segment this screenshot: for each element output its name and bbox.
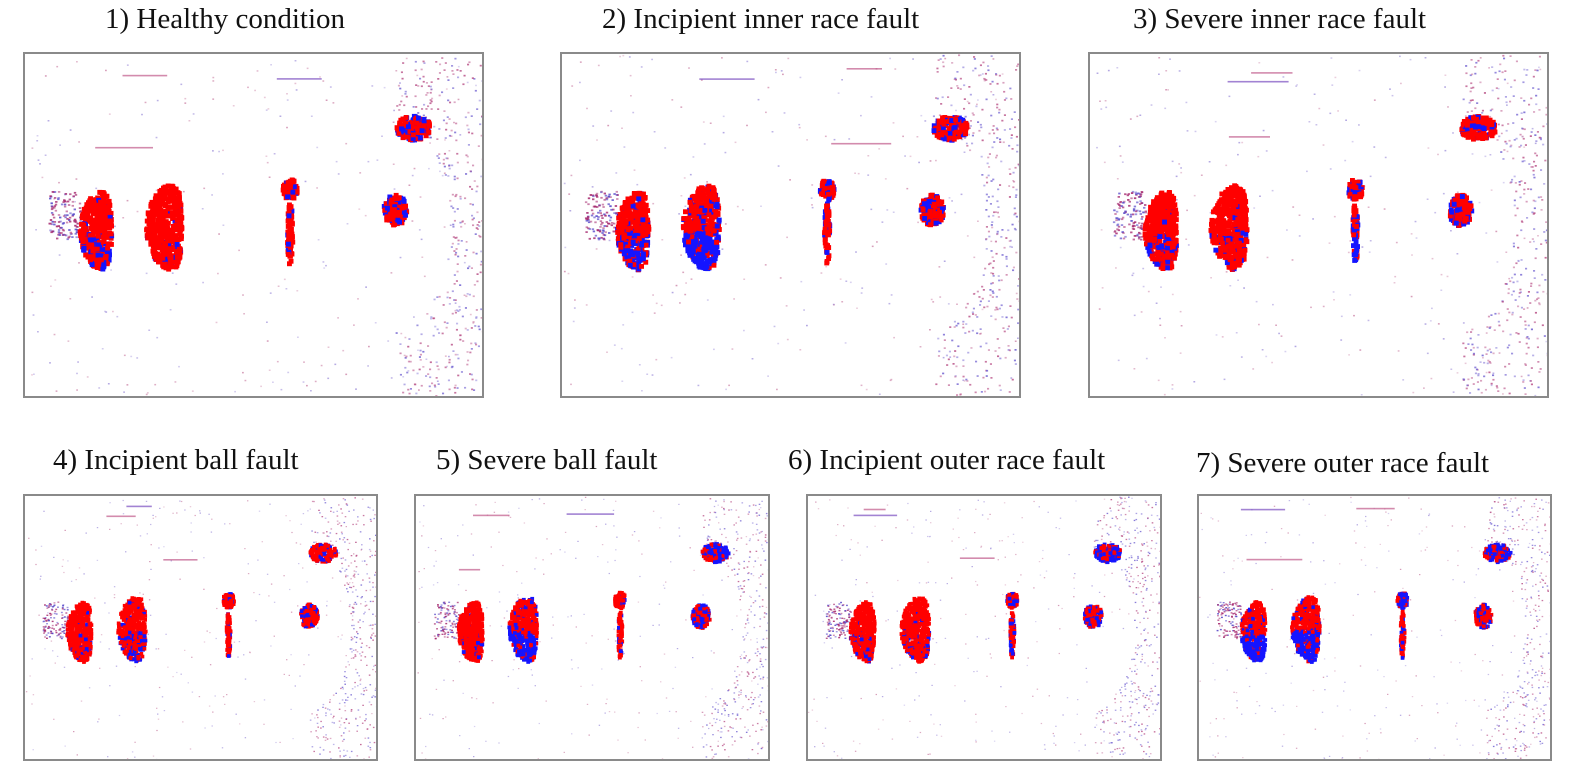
- cluster-4: [616, 610, 625, 660]
- cluster-5: [1473, 602, 1494, 630]
- cluster-1: [1239, 600, 1268, 663]
- cluster-3: [613, 590, 627, 611]
- noise-points: [31, 57, 482, 396]
- cluster-3: [1346, 178, 1365, 202]
- cluster-4: [285, 202, 296, 267]
- cluster-5: [690, 603, 712, 630]
- cluster-1: [848, 600, 877, 664]
- cluster-1: [1142, 190, 1179, 271]
- cluster-1: [77, 189, 115, 272]
- cluster-6: [1093, 542, 1122, 565]
- cluster-6: [931, 115, 970, 143]
- cluster-6: [394, 113, 432, 143]
- cluster-2: [1290, 595, 1322, 664]
- scatter-plot: [563, 54, 1019, 396]
- cluster-5: [299, 602, 320, 629]
- panel-title-severe-ball: 5) Severe ball fault: [436, 444, 658, 476]
- panel-title-healthy: 1) Healthy condition: [105, 3, 346, 35]
- noise-points: [25, 497, 376, 759]
- scatter-plot: [25, 497, 376, 759]
- panel-title-severe-outer-race: 7) Severe outer race fault: [1196, 447, 1490, 479]
- cluster-1: [65, 600, 94, 664]
- cluster-1: [456, 600, 485, 663]
- scatter-panel-severe-ball: [414, 494, 770, 761]
- cluster-6: [308, 542, 339, 564]
- scatter-panel-severe-outer-race: [1197, 494, 1552, 761]
- noise-points: [563, 54, 1019, 396]
- cluster-2: [680, 183, 722, 272]
- cluster-4: [1350, 203, 1361, 263]
- cluster-3: [1005, 591, 1020, 610]
- cluster-2: [899, 596, 932, 664]
- cluster-3: [1395, 591, 1410, 610]
- cluster-6: [700, 542, 731, 565]
- scatter-panel-incipient-inner-race: [560, 52, 1021, 398]
- cluster-3: [221, 592, 236, 610]
- noise-points: [417, 496, 768, 759]
- cluster-1: [615, 190, 652, 273]
- cluster-4: [1008, 611, 1017, 660]
- panel-title-incipient-ball: 4) Incipient ball fault: [53, 444, 299, 476]
- cluster-2: [1208, 183, 1250, 272]
- cluster-4: [1398, 609, 1407, 660]
- panel-title-incipient-outer-race: 6) Incipient outer race fault: [788, 444, 1106, 476]
- cluster-4: [224, 612, 233, 658]
- scatter-plot: [1096, 54, 1547, 396]
- cluster-6: [1482, 542, 1513, 565]
- scatter-panel-healthy: [23, 52, 484, 398]
- cluster-3: [280, 177, 300, 201]
- cluster-2: [144, 183, 185, 272]
- cluster-3: [817, 178, 837, 203]
- cluster-5: [918, 192, 946, 228]
- cluster-2: [116, 596, 148, 664]
- cluster-2: [507, 596, 539, 664]
- scatter-panel-severe-inner-race: [1088, 52, 1549, 398]
- scatter-plot: [31, 57, 482, 396]
- cluster-5: [381, 192, 410, 228]
- cluster-5: [1082, 604, 1104, 629]
- scatter-plot: [417, 496, 768, 759]
- scatter-plot: [1199, 496, 1550, 759]
- cluster-4: [822, 201, 833, 266]
- noise-points: [808, 496, 1160, 759]
- cluster-6: [1459, 114, 1498, 142]
- scatter-plot: [808, 496, 1160, 759]
- panel-title-severe-inner-race: 3) Severe inner race fault: [1133, 3, 1427, 35]
- scatter-panel-incipient-ball: [23, 494, 378, 761]
- panel-title-incipient-inner-race: 2) Incipient inner race fault: [602, 3, 920, 35]
- scatter-panel-incipient-outer-race: [806, 494, 1162, 761]
- cluster-5: [1447, 192, 1475, 228]
